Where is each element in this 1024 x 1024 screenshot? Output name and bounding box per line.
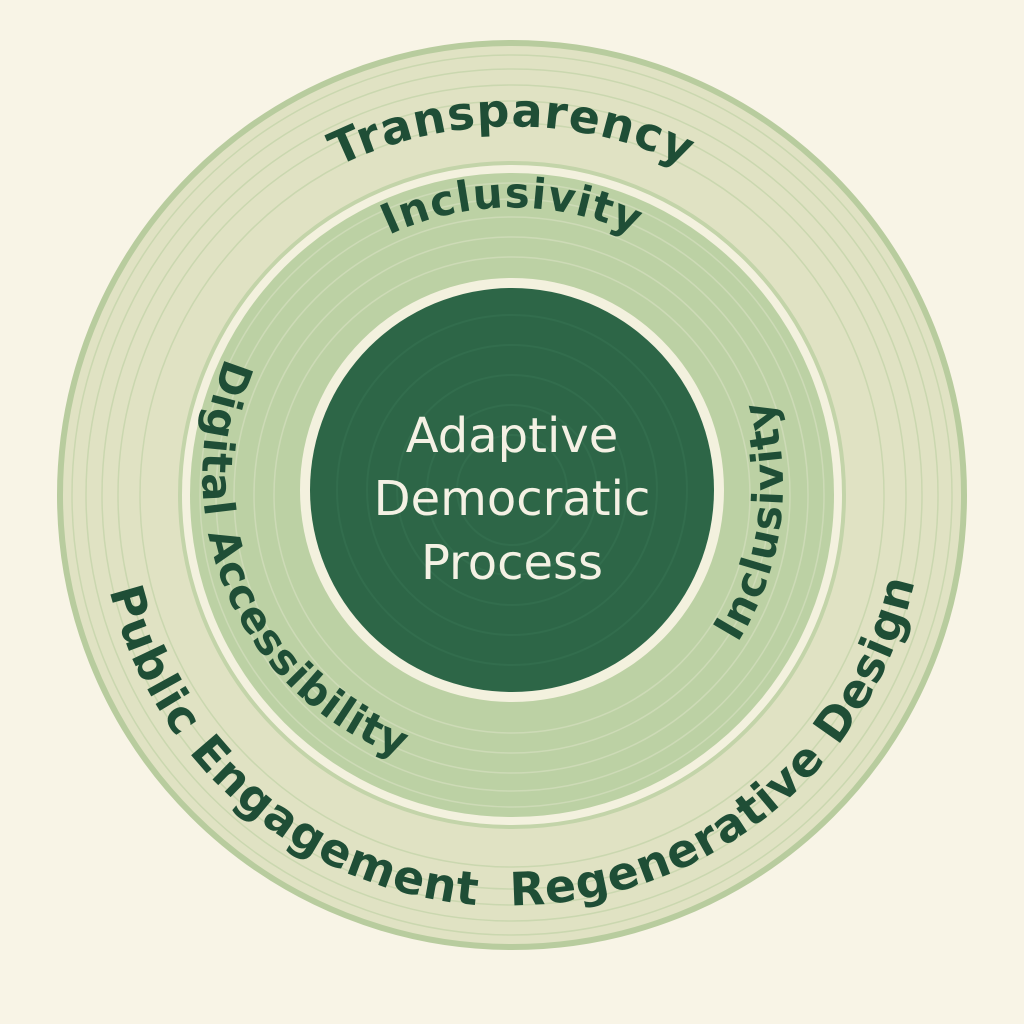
core-texture (336, 314, 688, 666)
core-circle (310, 288, 714, 692)
center-label-line-2: Democratic (374, 471, 651, 527)
outer-ring-texture (71, 54, 953, 936)
inner-ring-texture (199, 182, 825, 808)
center-label-line-1: Adaptive (406, 408, 618, 464)
center-label-line-3: Process (421, 535, 603, 591)
